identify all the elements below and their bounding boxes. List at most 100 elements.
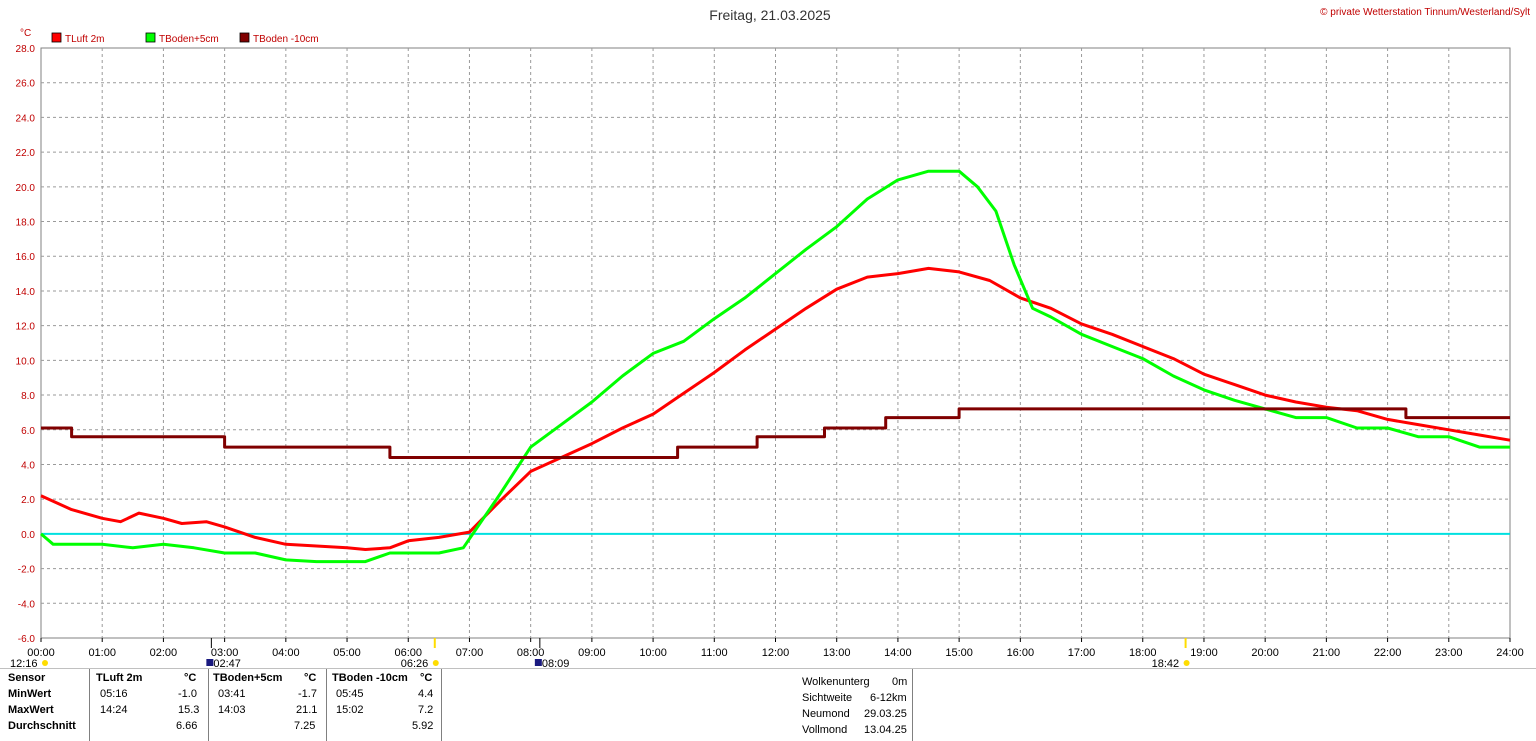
y-tick-label: 28.0 — [16, 44, 36, 55]
col2-avg: 7.25 — [294, 720, 316, 732]
sun-moon-markers: 12:16 02:47 06:26 08:09 18:42 — [10, 638, 1190, 668]
sunrise-time: 06:26 — [401, 658, 429, 668]
col2-max-time: 14:03 — [218, 704, 246, 716]
cloud-base-label: Wolkenunterg — [802, 676, 870, 688]
col1-avg: 6.66 — [176, 720, 198, 732]
col3-min: 4.4 — [418, 688, 434, 700]
x-tick-label: 18:00 — [1129, 647, 1157, 659]
sunrise-icon — [432, 660, 439, 666]
x-tick-label: 12:00 — [762, 647, 790, 659]
y-tick-label: 18.0 — [16, 218, 36, 229]
x-tick-label: 15:00 — [945, 647, 973, 659]
x-tick-label: 22:00 — [1374, 647, 1402, 659]
x-tick-label: 06:00 — [394, 647, 422, 659]
y-axis: 28.0 26.0 24.0 22.0 20.0 18.0 16.0 14.0 12.0 10.0… — [16, 44, 36, 645]
y-tick-label: -4.0 — [18, 599, 36, 610]
legend-swatch — [51, 32, 62, 43]
col3-max: 7.2 — [418, 704, 434, 716]
visibility-value: 6-12km — [870, 692, 907, 704]
legend-swatch — [145, 32, 156, 43]
col3-avg: 5.92 — [412, 720, 434, 732]
y-tick-label: 0.0 — [21, 530, 35, 541]
col2-min: -1.7 — [298, 688, 317, 700]
cloud-base-value: 0m — [892, 676, 908, 688]
min-label: MinWert — [8, 688, 52, 700]
series-line-tboden-5cm — [40, 169, 1510, 564]
info-col-sep — [912, 669, 913, 741]
legend-swatch — [239, 32, 250, 43]
x-tick-label: 21:00 — [1313, 647, 1341, 659]
x-tick-label: 00:00 — [27, 647, 55, 659]
avg-label: Durchschnitt — [8, 720, 76, 732]
col1-min: -1.0 — [178, 688, 197, 700]
col2-unit: °C — [304, 672, 317, 684]
moonset-icon — [42, 660, 48, 666]
col1-max: 15.3 — [178, 704, 200, 716]
x-tick-label: 05:00 — [333, 647, 361, 659]
y-tick-label: 22.0 — [16, 148, 36, 159]
col2-min-time: 03:41 — [218, 688, 246, 700]
sunset-icon — [1183, 660, 1190, 666]
sunset-time: 18:42 — [1152, 658, 1180, 668]
grid — [40, 47, 1511, 639]
legend: TLuft 2m TBoden+5cm TBoden -10cm — [51, 32, 319, 45]
legend-label: TBoden -10cm — [253, 34, 319, 45]
col2-max: 21.1 — [296, 704, 318, 716]
series-group — [40, 169, 1511, 564]
chart-title: Freitag, 21.03.2025 — [709, 7, 831, 23]
y-tick-label: -6.0 — [18, 634, 36, 645]
x-tick-label: 19:00 — [1190, 647, 1218, 659]
x-tick-label: 03:00 — [211, 647, 239, 659]
x-tick-label: 14:00 — [884, 647, 912, 659]
copyright-text: © private Wetterstation Tinnum/Westerlan… — [1320, 7, 1530, 18]
x-tick-label: 10:00 — [639, 647, 667, 659]
stats-col-sep — [208, 669, 209, 741]
x-tick-label: 13:00 — [823, 647, 851, 659]
col3-min-time: 05:45 — [336, 688, 364, 700]
max-label: MaxWert — [8, 704, 54, 716]
col1-unit: °C — [184, 672, 197, 684]
stats-col-sep — [89, 669, 90, 741]
y-tick-label: 4.0 — [21, 460, 35, 471]
x-tick-label: 09:00 — [578, 647, 606, 659]
legend-label: TLuft 2m — [65, 34, 104, 45]
x-tick-label: 07:00 — [456, 647, 484, 659]
full-moon-value: 13.04.25 — [864, 724, 907, 736]
y-tick-label: 20.0 — [16, 183, 36, 194]
col3-name: TBoden -10cm — [332, 672, 408, 684]
x-tick-label: 02:00 — [150, 647, 178, 659]
visibility-label: Sichtweite — [802, 692, 853, 704]
x-axis: 00:00 01:00 02:00 03:00 04:00 05:00 06:00 07:00… — [27, 638, 1524, 659]
x-tick-label: 01:00 — [88, 647, 116, 659]
col1-min-time: 05:16 — [100, 688, 128, 700]
new-moon-label: Neumond — [802, 708, 850, 720]
sensor-label: Sensor — [8, 672, 46, 684]
y-tick-label: 8.0 — [21, 391, 35, 402]
moon-time: 08:09 — [542, 658, 570, 668]
y-tick-label: 6.0 — [21, 426, 35, 437]
stats-col-sep — [441, 669, 442, 741]
col1-name: TLuft 2m — [96, 672, 143, 684]
x-tick-label: 17:00 — [1068, 647, 1096, 659]
y-tick-label: 2.0 — [21, 495, 35, 506]
y-tick-label: -2.0 — [18, 565, 36, 576]
col3-unit: °C — [420, 672, 433, 684]
moonrise-time: 02:47 — [213, 658, 241, 668]
series-line-tluft-2m — [40, 266, 1511, 551]
x-tick-label: 11:00 — [701, 647, 728, 659]
y-tick-label: 14.0 — [16, 287, 36, 298]
y-unit-label: °C — [20, 28, 31, 39]
x-tick-label: 08:00 — [517, 647, 545, 659]
chart: Freitag, 21.03.2025 © private Wetterstat… — [10, 7, 1530, 668]
y-tick-label: 24.0 — [16, 113, 36, 124]
moonrise-icon — [206, 659, 214, 666]
series-line-tboden-10cm — [41, 407, 1510, 459]
y-tick-label: 26.0 — [16, 79, 36, 90]
y-tick-label: 16.0 — [16, 252, 36, 263]
y-tick-label: 12.0 — [16, 322, 36, 333]
col1-max-time: 14:24 — [100, 704, 128, 716]
moon-icon — [534, 659, 542, 666]
legend-label: TBoden+5cm — [159, 34, 219, 45]
x-tick-label: 04:00 — [272, 647, 300, 659]
stats-divider — [0, 668, 1536, 669]
